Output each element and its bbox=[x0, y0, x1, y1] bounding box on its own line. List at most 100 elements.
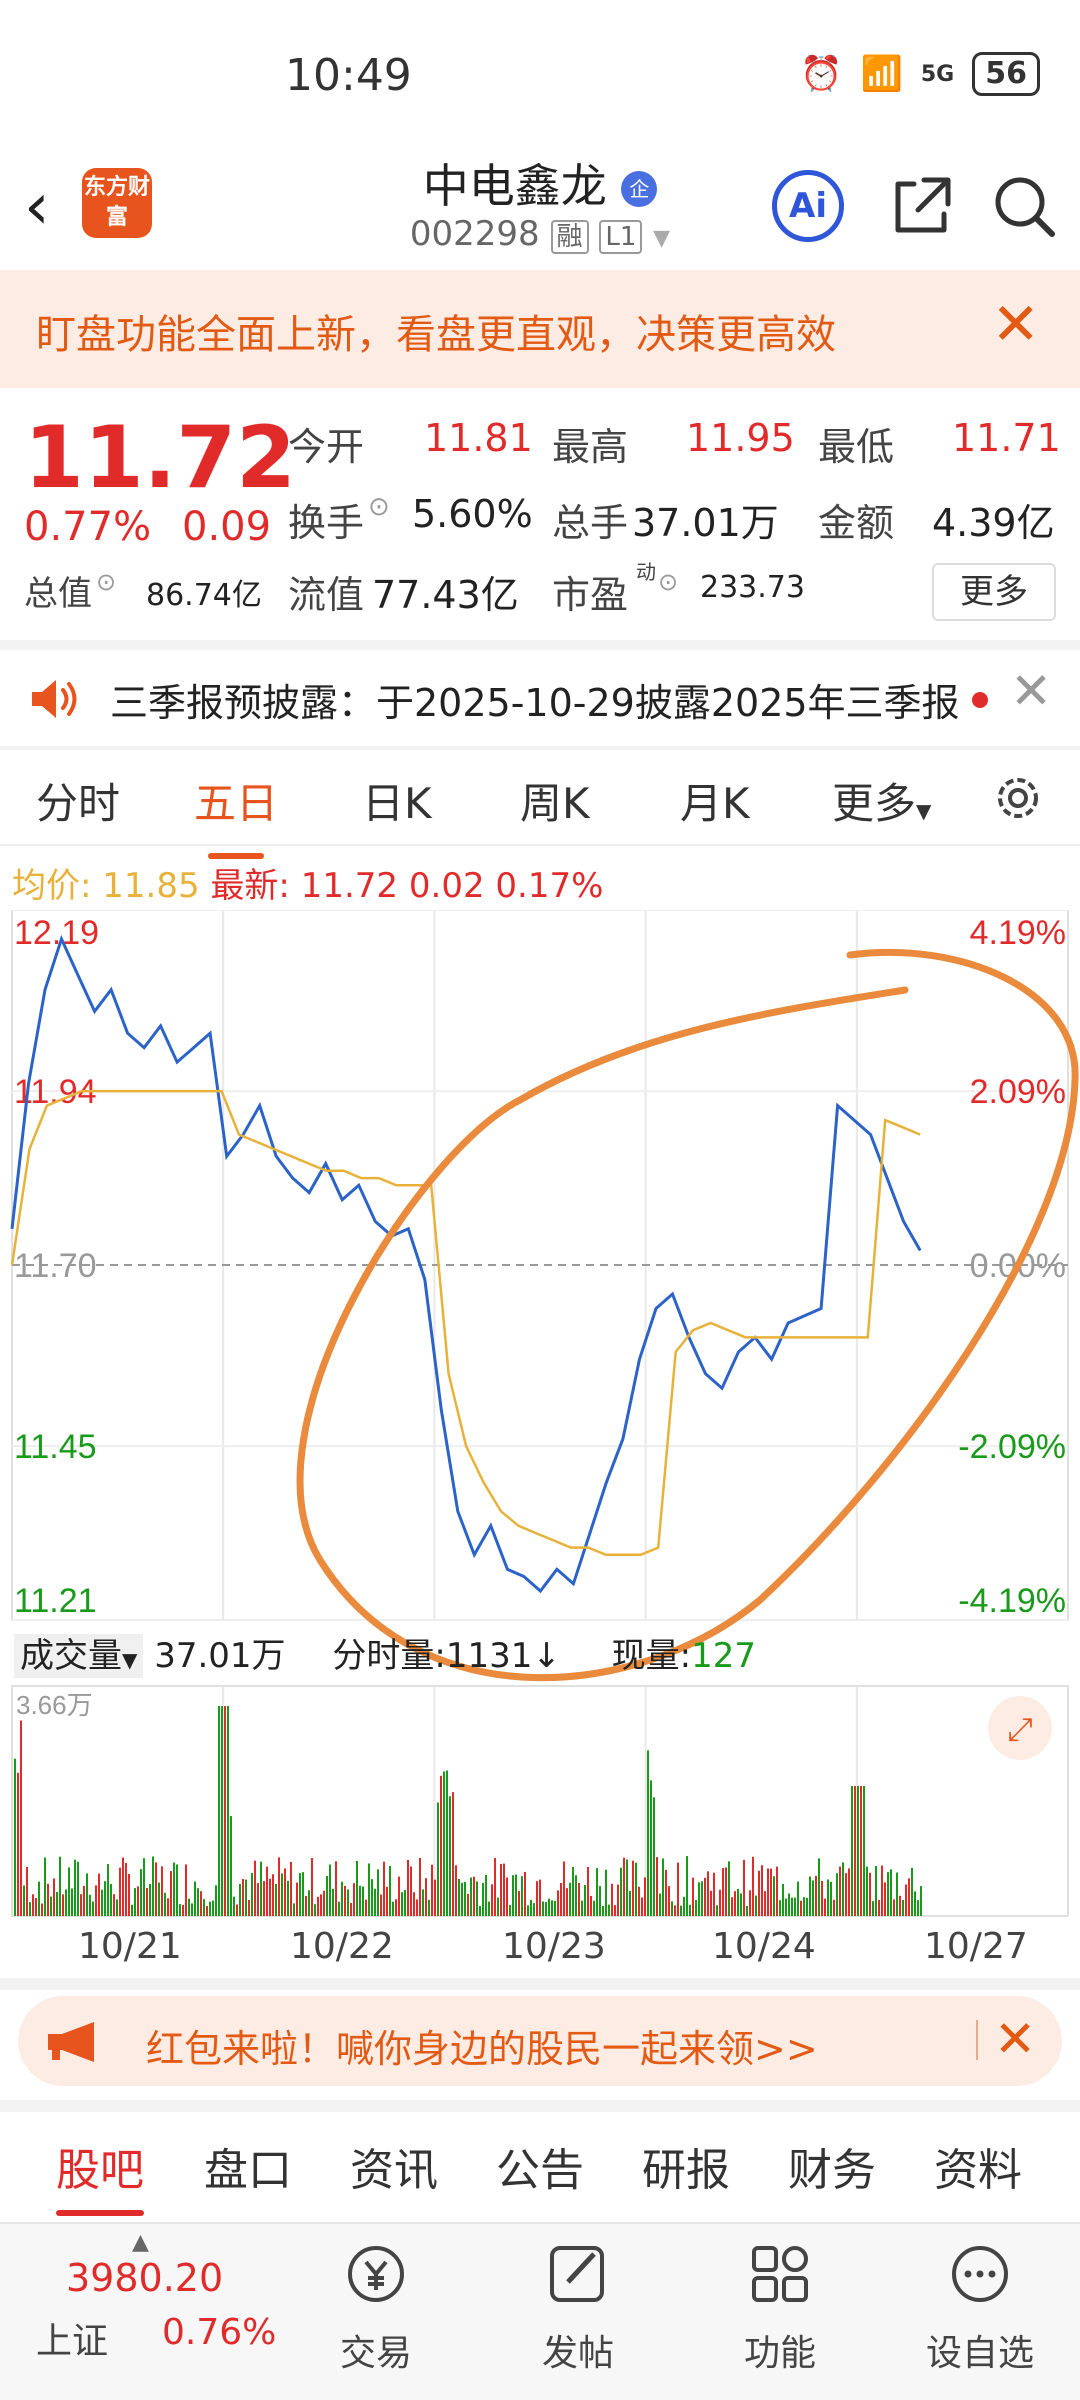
hand-drawn-annotation bbox=[296, 948, 1079, 1681]
avg-label: 均价: bbox=[12, 866, 92, 906]
volume-max-label: 3.66万 bbox=[16, 1690, 93, 1720]
volume-bar bbox=[803, 1897, 805, 1916]
notice-text: 三季报预披露：于2025-10-29披露2025年三季报 bbox=[110, 681, 960, 725]
volume-bar bbox=[62, 1894, 64, 1916]
volume-bar bbox=[860, 1786, 862, 1916]
volume-bar bbox=[557, 1890, 559, 1916]
volume-bar bbox=[254, 1860, 256, 1916]
tab-order-book[interactable]: 盘口 bbox=[204, 2145, 292, 2196]
tab-daily-k[interactable]: 日K bbox=[362, 779, 432, 828]
volume-bar bbox=[731, 1897, 733, 1916]
date-axis: 10/21 10/22 10/23 10/24 10/27 bbox=[0, 1926, 1080, 1976]
volume-bar bbox=[863, 1786, 865, 1916]
volume-bar bbox=[668, 1886, 670, 1916]
volume-bar bbox=[353, 1883, 355, 1916]
tab-forum[interactable]: 股吧 bbox=[56, 2134, 144, 2216]
index-value[interactable]: 3980.20 bbox=[66, 2256, 224, 2300]
tab-intraday[interactable]: 分时 bbox=[36, 779, 121, 828]
five-day-price-chart[interactable]: 12.1911.9411.7011.4511.214.19%2.09%0.00%… bbox=[0, 910, 1080, 1920]
volume-bar bbox=[827, 1879, 829, 1916]
volume-header: 成交量▼ 37.01万 分时量:1131↓ 现量:127 bbox=[14, 1628, 756, 1678]
volume-bar bbox=[878, 1900, 880, 1916]
index-percent[interactable]: 0.76% bbox=[162, 2312, 277, 2353]
volume-bar bbox=[104, 1881, 106, 1916]
volume-bar bbox=[506, 1877, 508, 1916]
volume-bar bbox=[290, 1861, 292, 1916]
volume-bar bbox=[47, 1883, 49, 1916]
level-tag: L1 bbox=[599, 220, 643, 254]
volume-bar bbox=[623, 1857, 625, 1916]
volume-bar bbox=[536, 1881, 538, 1916]
volume-bar bbox=[83, 1885, 85, 1916]
tab-weekly-k[interactable]: 周K bbox=[520, 779, 590, 828]
volume-bar bbox=[641, 1897, 643, 1916]
volume-bar bbox=[101, 1889, 103, 1916]
volume-bar bbox=[533, 1903, 535, 1916]
volume-bar bbox=[524, 1871, 526, 1916]
settings-gear-icon[interactable] bbox=[990, 770, 1046, 826]
volume-bar bbox=[458, 1878, 460, 1916]
volume-selector[interactable]: 成交量▼ bbox=[14, 1634, 144, 1678]
volume-bar bbox=[350, 1902, 352, 1916]
ai-assistant-button[interactable]: Ai bbox=[772, 170, 844, 242]
volume-bar bbox=[419, 1857, 421, 1916]
volume-bar bbox=[707, 1871, 709, 1916]
volume-bar bbox=[389, 1865, 391, 1916]
volume-bar bbox=[113, 1894, 115, 1916]
info-icon[interactable]: ⊙ bbox=[368, 492, 390, 522]
current-volume-label: 现量: bbox=[611, 1636, 692, 1676]
tab-more[interactable]: 更多▼ bbox=[832, 770, 931, 831]
tab-news[interactable]: 资讯 bbox=[350, 2145, 438, 2196]
close-icon[interactable]: ✕ bbox=[994, 2010, 1036, 2068]
volume-bar bbox=[155, 1862, 157, 1916]
pe-value: 233.73 bbox=[700, 570, 805, 605]
volume-bar bbox=[509, 1905, 511, 1916]
volume-bar bbox=[782, 1883, 784, 1916]
volume-bar bbox=[398, 1876, 400, 1916]
tab-monthly-k[interactable]: 月K bbox=[680, 779, 750, 828]
post-button[interactable]: 发帖 bbox=[508, 2234, 648, 2376]
index-name[interactable]: 上证 bbox=[36, 2321, 109, 2362]
margin-tag: 融 bbox=[550, 220, 589, 254]
y-tick-right: -4.19% bbox=[958, 1582, 1066, 1620]
close-icon[interactable]: ✕ bbox=[1010, 662, 1052, 720]
tab-announcements[interactable]: 公告 bbox=[496, 2145, 584, 2196]
trade-yen-icon bbox=[348, 2246, 404, 2302]
add-watchlist-button[interactable]: 设自选 bbox=[910, 2234, 1050, 2376]
volume-bar bbox=[890, 1869, 892, 1916]
red-packet-banner[interactable]: 红包来啦！喊你身边的股民一起来领>> ✕ bbox=[18, 1996, 1062, 2086]
tab-five-day[interactable]: 五日 bbox=[194, 770, 278, 859]
volume-bar bbox=[38, 1881, 40, 1916]
back-arrow-icon[interactable]: ‹ bbox=[24, 170, 50, 244]
volume-bar bbox=[23, 1885, 25, 1916]
volume-bar bbox=[467, 1893, 469, 1916]
trade-button[interactable]: 交易 bbox=[306, 2234, 446, 2376]
functions-button[interactable]: 功能 bbox=[710, 2234, 850, 2376]
volume-bar bbox=[161, 1866, 163, 1916]
volume-bar bbox=[515, 1874, 517, 1916]
app-logo[interactable]: 东方财富 bbox=[82, 168, 152, 238]
volume-bar bbox=[491, 1884, 493, 1916]
volume-bar bbox=[107, 1864, 109, 1916]
stock-code-row[interactable]: 002298 融 L1 ▼ bbox=[0, 214, 1080, 254]
close-icon[interactable]: ✕ bbox=[991, 290, 1040, 358]
volume-bar bbox=[17, 1772, 19, 1916]
volume-bar bbox=[470, 1877, 472, 1916]
tab-research[interactable]: 研报 bbox=[642, 2145, 730, 2196]
search-icon[interactable] bbox=[986, 168, 1062, 244]
volume-bar bbox=[35, 1898, 37, 1916]
more-button[interactable]: 更多 bbox=[932, 563, 1056, 621]
volume-bar bbox=[59, 1856, 61, 1916]
tab-profile[interactable]: 资料 bbox=[934, 2145, 1022, 2196]
earnings-notice[interactable]: 三季报预披露：于2025-10-29披露2025年三季报 ✕ bbox=[0, 650, 1080, 746]
chart-period-tabs: 分时 五日 日K 周K 月K 更多▼ bbox=[0, 750, 1080, 859]
feature-promo-banner[interactable]: 盯盘功能全面上新，看盘更直观，决策更高效 ✕ bbox=[0, 270, 1080, 388]
volume-bar bbox=[617, 1884, 619, 1916]
volume-bar bbox=[596, 1868, 598, 1916]
share-icon[interactable] bbox=[884, 168, 960, 244]
volume-bar bbox=[635, 1862, 637, 1916]
info-icon[interactable]: ⊙ bbox=[658, 568, 679, 596]
tab-financials[interactable]: 财务 bbox=[788, 2145, 876, 2196]
volume-bar bbox=[725, 1867, 727, 1916]
info-icon[interactable]: ⊙ bbox=[96, 568, 117, 596]
